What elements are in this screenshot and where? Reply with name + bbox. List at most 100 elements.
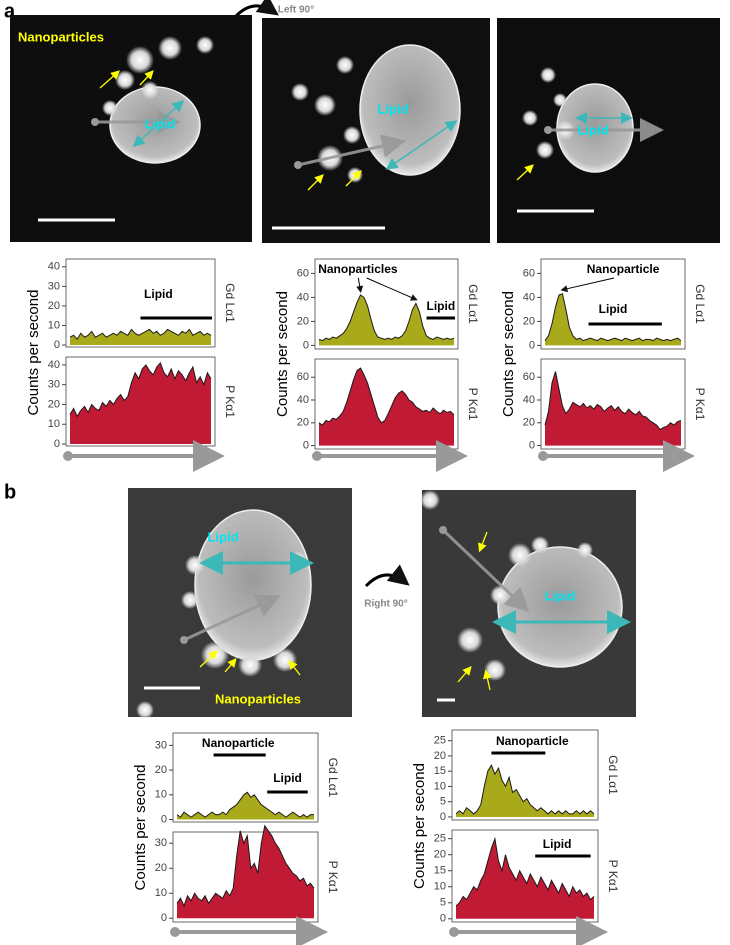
micrograph: Lipid Nanoparticles [128, 488, 352, 719]
micrograph: Lipid [420, 490, 636, 717]
channel-label: Gd Lα1 [466, 284, 480, 324]
profile-line [69, 328, 212, 341]
annotation: Nanoparticle [202, 736, 275, 750]
nanoparticle-cluster [314, 94, 336, 116]
annotation: Nanoparticle [587, 262, 660, 276]
nanoparticle-cluster [536, 141, 554, 159]
y-tick-label: 10 [48, 418, 60, 430]
annotation: Lipid [144, 287, 173, 301]
nanoparticle-cluster [347, 167, 363, 183]
nanoparticle-cluster [553, 93, 567, 107]
nanoparticle-cluster [336, 56, 354, 74]
y-tick-label: 40 [297, 291, 309, 303]
pointer-arrow [457, 666, 472, 683]
lipid-droplet [359, 44, 461, 176]
profile-line [176, 791, 314, 818]
lipid-droplet [497, 546, 623, 668]
y-tick-label: 40 [297, 394, 309, 406]
profile-line [544, 371, 682, 431]
nanoparticle-cluster [141, 81, 159, 99]
area-fill [319, 368, 454, 446]
annotation: Nanoparticles [318, 262, 398, 276]
nanoparticle-cluster [136, 701, 154, 719]
annotation: Lipid [273, 771, 302, 785]
y-tick-label: 30 [155, 739, 167, 751]
y-axis-label: Counts per second [411, 763, 428, 889]
chart: 0 20 40 60 P Kα1 [297, 358, 480, 451]
area-fill [456, 765, 594, 817]
nanoparticle-cluster [490, 585, 510, 605]
profile-line [69, 361, 212, 418]
y-tick-label: 0 [161, 912, 167, 924]
nanoparticle-cluster [238, 653, 262, 677]
y-tick-label: 20 [155, 862, 167, 874]
chart: 0 20 40 60 P Kα1 [523, 358, 707, 451]
y-tick-label: 5 [440, 897, 446, 909]
pointer-arrow [307, 174, 324, 191]
image-label: Lipid [144, 116, 175, 131]
channel-label: Gd Lα1 [606, 755, 620, 795]
nanoparticle-cluster [577, 542, 593, 558]
scan-start [544, 126, 552, 134]
rotation-arrow [364, 564, 410, 588]
nanoparticle-cluster [540, 67, 556, 83]
y-tick-label: 20 [48, 300, 60, 312]
y-axis-label: Counts per second [132, 765, 149, 891]
chart: 0 5 10 15 20 25 Gd Lα1 Counts per second Nanopar… [411, 729, 620, 889]
scan-start [294, 161, 302, 169]
y-tick-label: 0 [440, 913, 446, 925]
nanoparticle-cluster [420, 490, 440, 510]
nanoparticle-cluster [289, 551, 307, 569]
scan-direction-start [63, 451, 73, 461]
nanoparticle-cluster [457, 627, 483, 653]
nanoparticle-cluster [115, 70, 135, 90]
annotation-arrow [366, 277, 418, 301]
y-tick-label: 10 [155, 887, 167, 899]
chart: 0 10 20 30 Gd Lα1 Counts per second Nanopartic… [132, 732, 340, 891]
y-tick-label: 15 [434, 765, 446, 777]
image-label: Nanoparticles [18, 29, 104, 44]
y-tick-label: 25 [434, 833, 446, 845]
micrograph: Nanoparticles Lipid [10, 15, 252, 242]
nanoparticle-cluster [185, 555, 205, 575]
annotation: Lipid [427, 299, 456, 313]
y-tick-label: 0 [529, 339, 535, 351]
y-tick-label: 0 [303, 339, 309, 351]
y-tick-label: 30 [48, 280, 60, 292]
annotation-arrow [560, 277, 615, 293]
scan-line [297, 134, 406, 167]
pointer-arrow [199, 650, 218, 668]
nanoparticle-cluster [126, 46, 154, 74]
y-tick-label: 0 [54, 438, 60, 450]
y-tick-label: 0 [529, 439, 535, 451]
y-tick-label: 0 [54, 339, 60, 351]
y-tick-label: 20 [434, 750, 446, 762]
annotation: Lipid [599, 302, 628, 316]
y-tick-label: 20 [48, 398, 60, 410]
image-label: Lipid [207, 529, 238, 544]
pointer-arrow [478, 531, 488, 553]
y-tick-label: 40 [523, 291, 535, 303]
area-fill [319, 295, 454, 346]
micrograph: Lipid [262, 18, 490, 243]
panel-label: b [4, 481, 16, 503]
scan-line [441, 528, 530, 613]
scan-direction-start [170, 927, 180, 937]
y-tick-label: 10 [434, 780, 446, 792]
area-fill [177, 825, 314, 919]
y-tick-label: 0 [161, 813, 167, 825]
image-label: Lipid [377, 101, 408, 116]
y-tick-label: 20 [155, 764, 167, 776]
area-fill [70, 329, 211, 346]
scan-start [439, 526, 447, 534]
profile-line [455, 763, 595, 815]
nanoparticle-cluster [181, 591, 199, 609]
y-tick-label: 60 [297, 267, 309, 279]
y-tick-label: 20 [523, 417, 535, 429]
y-tick-label: 40 [48, 261, 60, 273]
y-tick-label: 60 [523, 267, 535, 279]
y-axis-label: Counts per second [274, 291, 291, 417]
channel-label: P Kα1 [326, 861, 340, 894]
scan-direction-start [538, 451, 548, 461]
y-tick-label: 10 [48, 319, 60, 331]
